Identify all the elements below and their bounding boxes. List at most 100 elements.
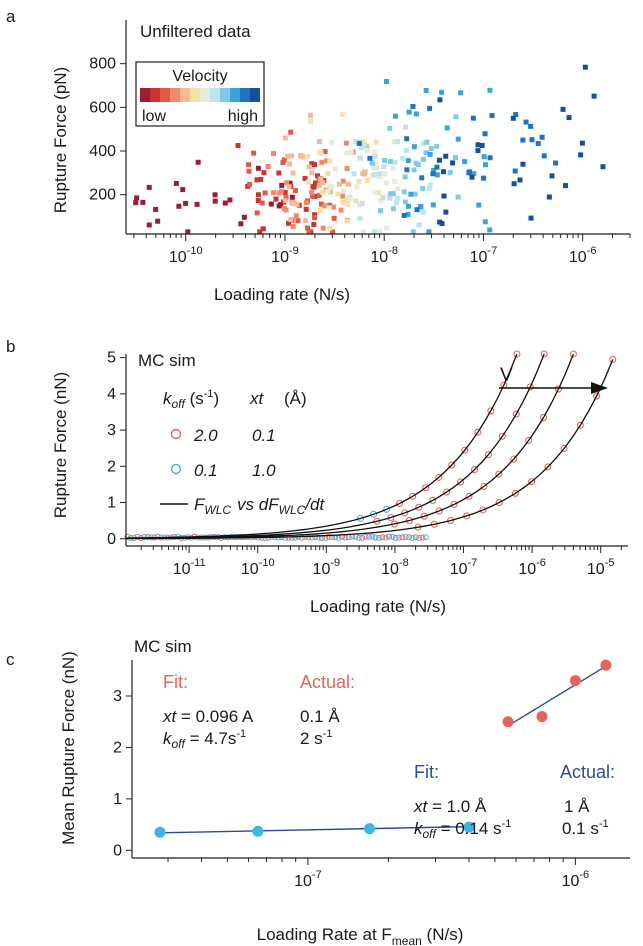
rupture-point (402, 199, 408, 205)
panel-a-letter: a (6, 7, 16, 26)
panel-c-x-tick-label: 10-7 (294, 869, 322, 890)
sim-point (359, 534, 366, 541)
rupture-point (476, 202, 482, 208)
rupture-point (238, 221, 244, 227)
rupture-point (404, 136, 410, 142)
sim-point (370, 510, 378, 518)
velocity-arrow: V (499, 365, 608, 394)
rupture-point (335, 191, 341, 197)
sim-point (463, 512, 471, 520)
panel-a-y-tick-label: 800 (89, 56, 116, 73)
rupture-point (290, 223, 296, 229)
panel-c-xlabel: Loading Rate at Fmean (N/s) (257, 925, 464, 946)
rupture-point (298, 153, 304, 159)
sim-point (609, 355, 617, 363)
rupture-point (261, 170, 267, 176)
sim-point (365, 533, 372, 540)
rupture-point (327, 158, 333, 164)
rupture-point (371, 172, 377, 178)
rupture-point (288, 153, 294, 159)
rupture-point (282, 198, 288, 204)
sim-point (369, 533, 376, 540)
legend-koff-red: 2.0 (193, 426, 218, 445)
rupture-point (340, 178, 346, 184)
rupture-point (387, 125, 393, 131)
rupture-point (447, 169, 453, 175)
panel-a-y-tick-label: 200 (89, 187, 116, 204)
rupture-point (338, 207, 344, 213)
rupture-point (235, 142, 241, 148)
panel-b-letter: b (6, 337, 15, 356)
panel-a-x-tick-label: 10-7 (470, 245, 498, 266)
rupture-point (222, 200, 228, 206)
rupture-point (255, 165, 261, 171)
panel-c-ylabel: Mean Rupture Force (nN) (59, 651, 78, 845)
rupture-point (453, 114, 459, 120)
rupture-point (403, 124, 409, 130)
sim-point (392, 534, 399, 541)
rupture-point (246, 168, 252, 174)
rupture-point (428, 145, 434, 151)
sim-point (465, 492, 473, 500)
red-fit-label: Fit: (163, 672, 188, 692)
rupture-point (348, 149, 354, 155)
rupture-point (475, 142, 481, 148)
rupture-point (373, 139, 379, 145)
rupture-point (312, 214, 318, 220)
velocity-legend-swatches (140, 88, 260, 102)
rupture-point (413, 111, 419, 117)
panel-a-xlabel: Loading rate (N/s) (214, 285, 350, 304)
rupture-point (307, 112, 313, 118)
panel-a-x-tick-label: 10-10 (169, 245, 203, 266)
rupture-point (357, 202, 363, 208)
panel-b-x-tick-label: 10-7 (450, 557, 478, 578)
rupture-point (395, 195, 401, 201)
panel-b-xlabel: Loading rate (N/s) (310, 597, 446, 616)
panel-b-ylabel: Rupture Force (nN) (51, 372, 70, 518)
rupture-point (153, 206, 159, 212)
rupture-point (327, 202, 333, 208)
sim-point (446, 517, 455, 525)
rupture-point (364, 148, 370, 154)
rupture-point (391, 139, 397, 145)
legend-line-label: FWLC vs dFWLC/dt (194, 495, 325, 517)
sim-point (396, 534, 403, 541)
panel-b-y-tick-label: 3 (107, 422, 116, 439)
sim-point (154, 533, 161, 540)
rupture-point (315, 173, 321, 179)
rupture-point (458, 90, 464, 96)
blue-koff-actual: 0.1 s-1 (562, 818, 609, 838)
rupture-point (371, 229, 377, 235)
velocity-swatch (180, 88, 190, 102)
legend-marker-blue (170, 463, 182, 475)
rupture-point (271, 190, 277, 196)
rupture-point (212, 192, 218, 198)
rupture-point (482, 131, 488, 137)
rupture-point (316, 183, 322, 189)
rupture-point (324, 158, 330, 164)
sim-point (448, 461, 456, 469)
sim-point (315, 534, 322, 541)
sim-point (373, 517, 381, 525)
rupture-point (419, 175, 425, 181)
rupture-point (427, 182, 433, 188)
velocity-arrow-head (591, 382, 608, 394)
rupture-point (411, 144, 417, 150)
sim-point (422, 484, 430, 492)
blue-xt-actual: 1 Å (564, 797, 590, 816)
sim-point (134, 533, 141, 540)
rupture-point (440, 169, 446, 175)
rupture-point (357, 155, 363, 161)
legend-koff-blue: 0.1 (194, 461, 218, 480)
rupture-point (441, 193, 447, 199)
rupture-point (293, 213, 299, 219)
rupture-point (369, 160, 375, 166)
rupture-point (415, 161, 421, 167)
blue-actual-label: Actual: (560, 762, 615, 782)
rupture-point (563, 183, 569, 189)
panel-c-y-tick-label: 1 (113, 791, 122, 808)
rupture-point (528, 123, 534, 129)
rupture-point (382, 171, 388, 177)
velocity-swatch (200, 88, 210, 102)
